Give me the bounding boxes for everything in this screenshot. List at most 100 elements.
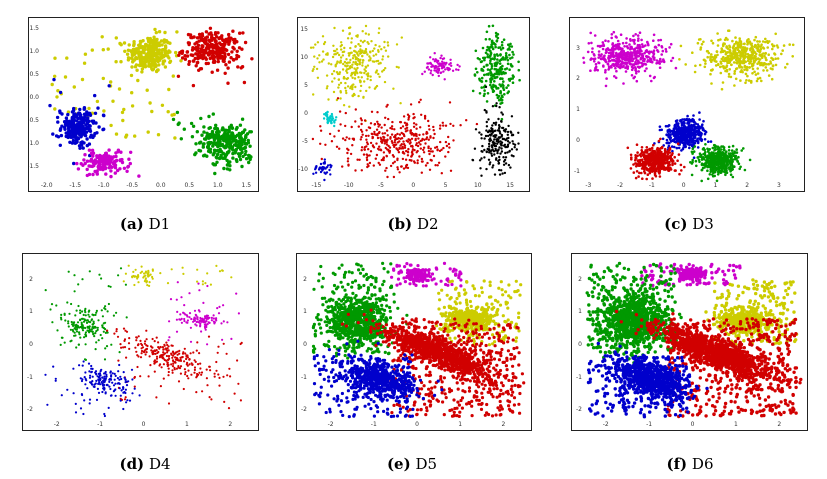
data-point xyxy=(662,168,666,171)
data-point xyxy=(408,142,412,145)
data-point xyxy=(323,41,327,44)
data-point xyxy=(326,121,329,125)
data-point xyxy=(156,59,160,64)
y-tick-label: 10 xyxy=(300,53,308,61)
data-point xyxy=(427,138,430,141)
data-point xyxy=(95,169,99,173)
data-point xyxy=(653,56,656,59)
data-point xyxy=(400,147,403,150)
data-point xyxy=(483,156,486,159)
data-point xyxy=(110,165,114,169)
data-point xyxy=(598,44,602,48)
data-point xyxy=(378,45,381,48)
data-point xyxy=(714,152,718,155)
data-point xyxy=(87,172,92,177)
data-point xyxy=(363,148,366,151)
data-point xyxy=(632,163,635,166)
data-point xyxy=(323,158,326,161)
data-point xyxy=(368,161,372,165)
data-point xyxy=(419,98,422,102)
data-point xyxy=(500,120,503,123)
data-point xyxy=(634,67,637,71)
data-point xyxy=(661,49,665,53)
data-point xyxy=(415,134,418,138)
data-point xyxy=(338,110,342,113)
data-point xyxy=(359,52,362,55)
data-point xyxy=(494,76,497,79)
data-point xyxy=(159,39,164,43)
data-point xyxy=(445,144,449,148)
data-point xyxy=(503,171,507,175)
data-point xyxy=(107,148,111,152)
data-point xyxy=(72,85,76,89)
caption-d3-label: D3 xyxy=(692,215,714,233)
data-point xyxy=(649,152,653,155)
data-point xyxy=(228,145,232,149)
data-point xyxy=(737,64,741,67)
data-point xyxy=(704,143,707,146)
data-point xyxy=(344,81,347,85)
data-point xyxy=(436,60,439,63)
data-point xyxy=(364,66,368,69)
data-point xyxy=(125,52,130,56)
data-point xyxy=(191,53,195,57)
data-point xyxy=(507,43,510,46)
data-point xyxy=(709,72,712,76)
series-blue xyxy=(48,77,111,166)
data-point xyxy=(419,143,422,146)
data-point xyxy=(238,123,243,127)
data-point xyxy=(513,146,516,149)
data-point xyxy=(391,162,395,165)
data-point xyxy=(429,150,433,153)
data-point xyxy=(700,179,703,183)
data-point xyxy=(427,68,431,71)
data-point xyxy=(411,150,414,153)
data-point xyxy=(736,48,740,51)
data-point xyxy=(710,82,713,85)
data-point xyxy=(725,166,728,170)
data-point xyxy=(691,160,694,164)
data-point xyxy=(442,146,445,150)
data-point xyxy=(364,24,368,28)
data-point xyxy=(71,128,76,133)
data-point xyxy=(365,158,369,162)
data-point xyxy=(611,59,615,62)
data-point xyxy=(160,53,165,57)
data-point xyxy=(107,84,111,88)
data-point xyxy=(404,127,407,130)
data-point xyxy=(163,30,167,35)
data-point xyxy=(615,52,618,56)
data-point xyxy=(217,130,221,134)
data-point xyxy=(649,50,653,54)
data-point xyxy=(750,42,753,45)
data-point xyxy=(508,48,511,51)
data-point xyxy=(206,272,209,275)
data-point xyxy=(148,44,153,48)
data-point xyxy=(400,131,403,135)
data-point xyxy=(127,157,131,161)
data-point xyxy=(335,145,339,148)
data-point xyxy=(58,90,63,95)
data-point xyxy=(148,36,152,41)
data-point xyxy=(643,165,647,169)
data-point xyxy=(700,168,704,172)
series-magenta xyxy=(421,52,461,81)
data-point xyxy=(437,65,440,68)
data-point xyxy=(708,148,711,151)
data-point xyxy=(504,156,508,159)
data-point xyxy=(715,50,719,53)
data-point xyxy=(222,138,226,143)
data-point xyxy=(694,64,697,68)
data-point xyxy=(623,62,626,65)
data-point xyxy=(751,52,754,56)
data-point xyxy=(478,79,482,82)
data-point xyxy=(653,46,657,49)
data-point xyxy=(586,50,590,54)
data-point xyxy=(444,140,448,144)
data-point xyxy=(85,121,89,126)
data-point xyxy=(657,153,661,157)
data-point xyxy=(636,39,640,42)
data-point xyxy=(731,39,734,43)
data-point xyxy=(614,47,617,51)
data-point xyxy=(384,146,387,150)
